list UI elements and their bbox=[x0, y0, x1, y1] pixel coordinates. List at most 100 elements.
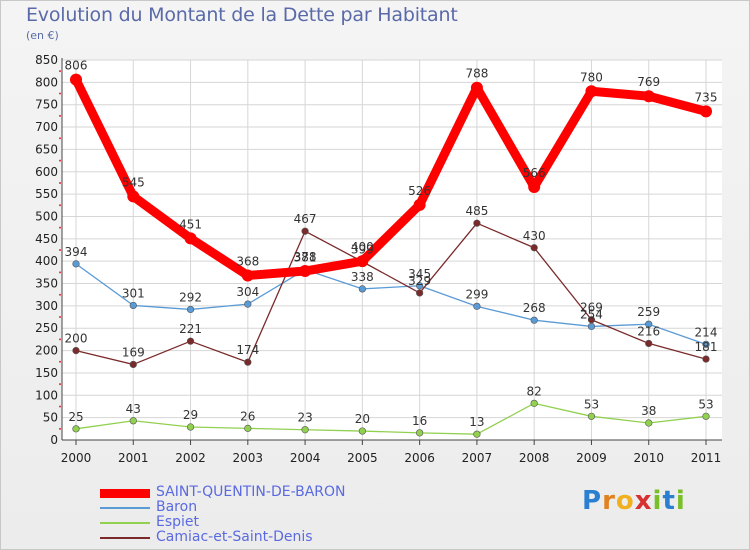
y-minor-tick bbox=[59, 427, 61, 430]
axes: 0 50 100 150 200 250 300 350 400 450 500 550 600 650 7… bbox=[35, 53, 722, 465]
data-label: 269 bbox=[580, 301, 603, 315]
series-points bbox=[70, 73, 712, 438]
y-minor-tick bbox=[59, 338, 61, 341]
data-label: 200 bbox=[65, 332, 88, 346]
data-point bbox=[244, 424, 252, 432]
data-point bbox=[186, 305, 195, 314]
data-label: 301 bbox=[122, 286, 145, 300]
logo-letter: x bbox=[634, 486, 653, 516]
data-label: 338 bbox=[351, 270, 374, 284]
data-label: 221 bbox=[179, 322, 202, 336]
data-label: 329 bbox=[408, 274, 431, 288]
x-tick-label: 2002 bbox=[175, 451, 206, 465]
data-point bbox=[186, 337, 195, 345]
data-label: 174 bbox=[236, 343, 259, 357]
y-tick-label: 0 bbox=[50, 433, 58, 447]
y-tick-label: 450 bbox=[35, 232, 58, 246]
legend-swatch bbox=[100, 507, 150, 509]
data-point bbox=[587, 316, 596, 324]
data-point bbox=[70, 73, 82, 86]
y-tick-label: 400 bbox=[35, 254, 58, 268]
logo-letter: P bbox=[582, 486, 603, 516]
data-label: 53 bbox=[584, 397, 599, 411]
data-point bbox=[473, 219, 481, 227]
data-label: 169 bbox=[122, 345, 145, 359]
legend-label: SAINT-QUENTIN-DE-BARON bbox=[156, 484, 346, 500]
data-point bbox=[244, 358, 252, 366]
logo-letter: o bbox=[615, 486, 635, 516]
x-tick-label: 2009 bbox=[576, 451, 607, 465]
data-point bbox=[473, 302, 481, 310]
y-minor-tick bbox=[59, 405, 61, 408]
data-label: 400 bbox=[351, 240, 374, 254]
data-label: 526 bbox=[408, 184, 431, 198]
y-minor-tick bbox=[59, 92, 61, 95]
data-point bbox=[72, 346, 80, 355]
y-minor-tick bbox=[59, 293, 61, 296]
y-tick-label: 800 bbox=[35, 75, 58, 89]
x-tick-label: 2005 bbox=[347, 451, 378, 465]
data-label: 181 bbox=[695, 340, 718, 354]
y-minor-tick bbox=[59, 383, 61, 386]
legend: SAINT-QUENTIN-DE-BARON Baron Espiet Camiac-… bbox=[100, 484, 400, 546]
data-point bbox=[585, 85, 598, 98]
data-point bbox=[530, 244, 538, 252]
y-tick-label: 200 bbox=[35, 344, 58, 358]
x-tick-label: 2008 bbox=[519, 451, 550, 465]
y-tick-label: 350 bbox=[35, 277, 58, 291]
data-point bbox=[702, 340, 710, 348]
legend-swatch bbox=[100, 537, 150, 539]
legend-label: Espiet bbox=[156, 514, 200, 530]
data-label: 566 bbox=[523, 166, 546, 180]
plot-area bbox=[62, 60, 722, 440]
y-minor-tick bbox=[59, 316, 61, 319]
data-labels: 394 301 292 304 381 338 345 299 268 254 259 214 25 43… bbox=[65, 59, 718, 430]
y-minor-tick bbox=[59, 204, 61, 207]
data-point bbox=[129, 360, 137, 369]
x-tick-label: 2006 bbox=[404, 451, 435, 465]
y-tick-label: 250 bbox=[35, 321, 58, 335]
data-label: 451 bbox=[179, 217, 202, 231]
y-minor-tick bbox=[59, 70, 61, 73]
data-label: 23 bbox=[297, 411, 312, 425]
y-tick-label: 300 bbox=[35, 299, 58, 313]
data-point bbox=[241, 269, 254, 282]
data-point bbox=[127, 190, 140, 203]
data-point bbox=[72, 260, 80, 268]
data-label: 345 bbox=[408, 267, 431, 281]
data-point bbox=[413, 198, 426, 211]
data-label: 292 bbox=[179, 290, 202, 304]
legend-label: Camiac-et-Saint-Denis bbox=[156, 529, 313, 545]
data-point bbox=[129, 417, 137, 425]
data-point bbox=[587, 322, 596, 331]
data-label: 378 bbox=[294, 250, 317, 264]
y-minor-tick bbox=[59, 271, 61, 274]
data-label: 254 bbox=[580, 307, 603, 321]
data-label: 381 bbox=[294, 251, 317, 265]
data-point bbox=[470, 81, 483, 94]
legend-swatch bbox=[100, 488, 150, 498]
data-label: 304 bbox=[236, 285, 259, 299]
logo-letter: i bbox=[675, 486, 686, 516]
data-point bbox=[530, 316, 538, 324]
data-point bbox=[72, 425, 80, 433]
data-point bbox=[416, 429, 424, 437]
x-tick-label: 2007 bbox=[462, 451, 493, 465]
data-label: 467 bbox=[294, 212, 317, 226]
logo-letter: i bbox=[652, 486, 663, 516]
y-minor-tick bbox=[59, 181, 61, 184]
legend-item: Baron bbox=[100, 499, 400, 516]
y-minor-tick bbox=[59, 360, 61, 363]
y-tick-label: 600 bbox=[35, 165, 58, 179]
data-label: 53 bbox=[698, 397, 713, 411]
series-line-1 bbox=[75, 263, 707, 345]
data-point bbox=[416, 282, 424, 290]
data-label: 216 bbox=[637, 324, 660, 338]
grid bbox=[62, 59, 722, 441]
y-tick-label: 700 bbox=[35, 120, 58, 134]
data-label: 268 bbox=[523, 301, 546, 315]
y-minor-tick bbox=[59, 249, 61, 251]
data-point bbox=[184, 232, 197, 245]
x-tick-label: 2011 bbox=[691, 451, 722, 465]
